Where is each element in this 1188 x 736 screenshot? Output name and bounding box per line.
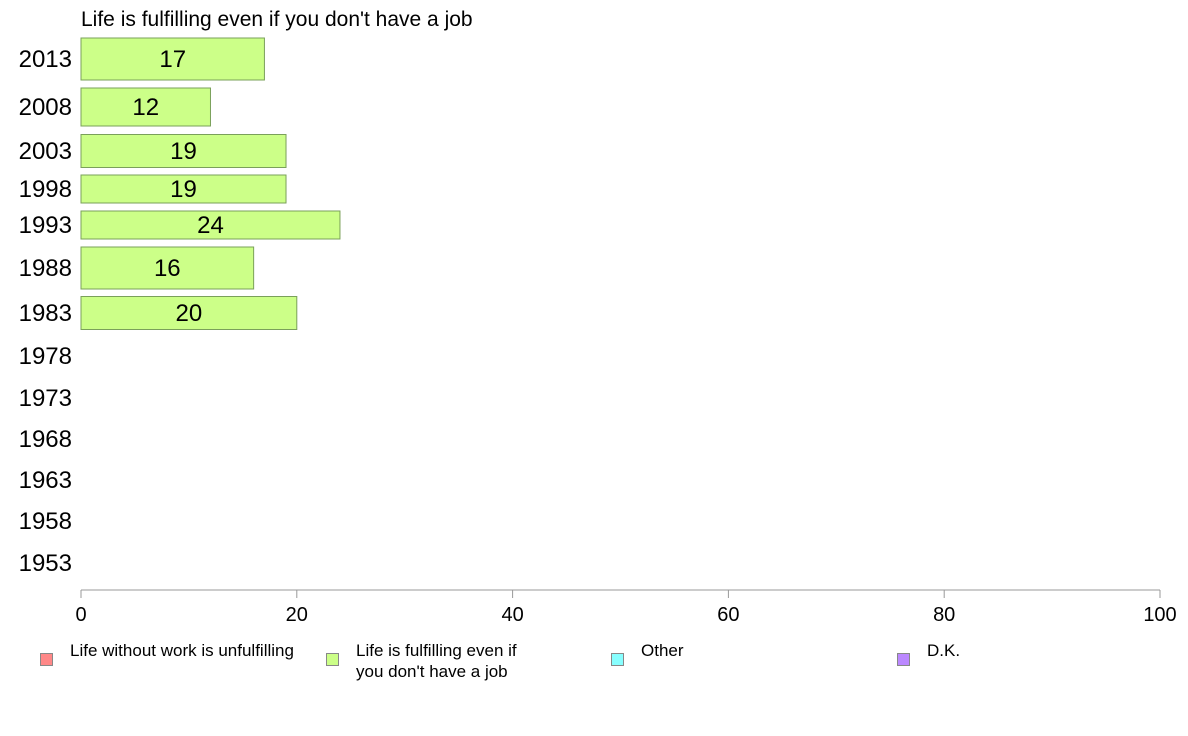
bar-1988 xyxy=(80,246,255,290)
x-tick-label-40: 40 xyxy=(501,604,523,626)
legend-label-fulfilling-line-2: you don't have a job xyxy=(356,662,508,681)
year-label-1988: 1988 xyxy=(19,255,72,282)
bar-1983 xyxy=(80,296,298,330)
x-tick-label-0: 0 xyxy=(75,604,86,626)
legend-item-unfulfilling: Life without work is unfulfilling xyxy=(40,638,294,666)
legend-item-dk: D.K. xyxy=(897,638,960,666)
bar-value-label-2013: 17 xyxy=(159,46,186,73)
bar-2003 xyxy=(80,134,287,168)
x-tick-label-60: 60 xyxy=(717,604,739,626)
year-label-2013: 2013 xyxy=(19,46,72,73)
bar-value-label-2003: 19 xyxy=(170,138,197,165)
bar-1998 xyxy=(80,174,287,204)
bar-2013 xyxy=(80,37,265,81)
legend-label-dk: D.K. xyxy=(927,641,961,660)
year-label-1963: 1963 xyxy=(19,467,72,494)
legend-label-unfulfilling: Life without work is unfulfilling xyxy=(70,641,294,660)
legend-label-fulfilling-line-1: Life is fulfilling even if xyxy=(356,641,517,660)
chart-title: Life is fulfilling even if you don't hav… xyxy=(81,8,473,31)
legend-swatch-dk xyxy=(897,653,910,666)
x-tick-label-20: 20 xyxy=(286,604,308,626)
legend-swatch-other xyxy=(611,653,624,666)
bar-value-label-1993: 24 xyxy=(197,212,224,239)
year-label-1958: 1958 xyxy=(19,508,72,535)
year-label-2008: 2008 xyxy=(19,94,72,121)
legend-item-fulfilling: Life is fulfilling even if you don't hav… xyxy=(326,638,517,682)
legend-label-other: Other xyxy=(641,641,684,660)
legend-swatch-fulfilling xyxy=(326,653,339,666)
bar-chart: Life is fulfilling even if you don't hav… xyxy=(19,8,1177,626)
bar-value-label-2008: 12 xyxy=(132,94,159,121)
bar-2008 xyxy=(80,87,211,127)
year-label-1998: 1998 xyxy=(19,176,72,203)
legend-swatch-unfulfilling xyxy=(40,653,53,666)
bar-value-label-1983: 20 xyxy=(176,300,203,327)
year-label-1983: 1983 xyxy=(19,300,72,327)
year-label-1968: 1968 xyxy=(19,426,72,453)
x-axis: 0 20 40 60 80 100 xyxy=(75,589,1177,626)
year-label-1953: 1953 xyxy=(19,550,72,577)
bar-value-label-1988: 16 xyxy=(154,255,181,282)
x-tick-label-80: 80 xyxy=(933,604,955,626)
bar-1993 xyxy=(80,210,341,240)
x-tick-label-100: 100 xyxy=(1143,604,1176,626)
year-labels-group: 2013 2008 2003 1998 1993 1988 1983 1978 1973 1968… xyxy=(19,46,72,577)
year-label-1973: 1973 xyxy=(19,385,72,412)
bar-value-label-1998: 19 xyxy=(170,176,197,203)
legend: Life without work is unfulfilling Life i… xyxy=(40,638,1180,688)
year-label-2003: 2003 xyxy=(19,138,72,165)
legend-label-fulfilling: Life is fulfilling even if you don't hav… xyxy=(356,638,517,682)
legend-item-other: Other xyxy=(611,638,684,666)
year-label-1993: 1993 xyxy=(19,212,72,239)
year-label-1978: 1978 xyxy=(19,343,72,370)
